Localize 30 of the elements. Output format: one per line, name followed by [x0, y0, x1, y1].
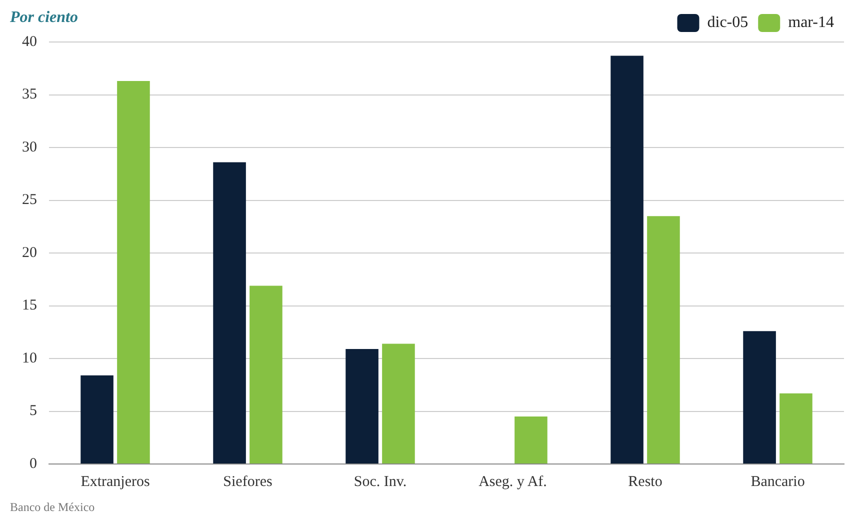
y-tick-label: 25 — [22, 192, 37, 208]
x-tick-label: Resto — [628, 474, 662, 490]
x-tick-label: Siefores — [223, 474, 272, 490]
y-tick-label: 5 — [30, 403, 37, 420]
y-tick-label: 15 — [22, 298, 37, 314]
y-tick-label: 0 — [30, 456, 37, 472]
legend-label: dic-05 — [707, 14, 748, 32]
y-axis-title: Por ciento — [9, 9, 78, 26]
x-tick-label: Soc. Inv. — [354, 474, 407, 490]
bar — [610, 56, 644, 464]
bar — [213, 162, 246, 464]
y-tick-label: 20 — [22, 244, 37, 261]
y-tick-label: 30 — [22, 139, 37, 156]
bar — [780, 393, 812, 464]
bar — [647, 216, 680, 464]
bar — [117, 81, 150, 464]
legend-label: mar-14 — [788, 14, 834, 32]
bar — [250, 286, 282, 464]
y-tick-label: 10 — [22, 350, 37, 366]
bar — [80, 375, 114, 464]
bar — [743, 331, 776, 464]
bar — [346, 349, 378, 464]
x-tick-label: Extranjeros — [80, 474, 150, 490]
x-tick-label: Bancario — [750, 474, 805, 490]
bar — [382, 344, 415, 464]
text: Banco de México — [10, 500, 95, 515]
x-tick-label: Aseg. y Af. — [478, 474, 547, 490]
y-tick-label: 35 — [22, 86, 37, 103]
bar — [514, 416, 548, 464]
y-tick-label: 40 — [22, 34, 37, 50]
